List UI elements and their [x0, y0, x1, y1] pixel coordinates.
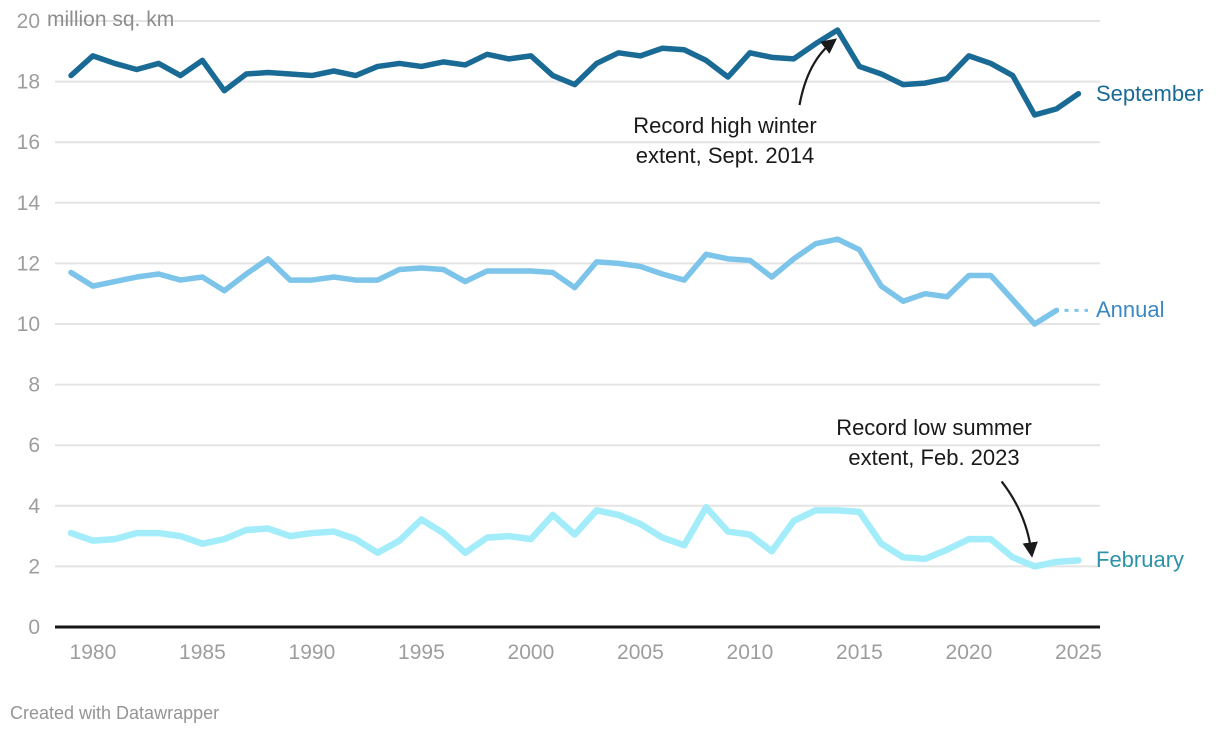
y-tick-label: 16 — [17, 131, 40, 154]
series-line-annual — [68, 236, 1060, 327]
annotation-record-low-summer: Record low summer extent, Feb. 2023 — [774, 413, 1094, 473]
x-tick-label: 2000 — [508, 641, 555, 664]
x-tick-label: 1980 — [70, 641, 117, 664]
annotation-text-line: Record high winter — [633, 113, 817, 138]
series-label-february: February — [1096, 547, 1185, 573]
y-tick-label: 8 — [28, 374, 40, 397]
y-tick-label: 20 — [17, 10, 40, 33]
y-tick-label: 2 — [28, 555, 40, 578]
annotation-text-line: extent, Feb. 2023 — [848, 445, 1020, 470]
y-tick-label: 18 — [17, 71, 40, 94]
series-label-annual: Annual — [1096, 297, 1165, 323]
series-label-september: September — [1096, 80, 1204, 106]
datawrapper-credit-link[interactable]: Created with Datawrapper — [10, 703, 220, 723]
y-tick-label: 6 — [28, 434, 40, 457]
annotation-record-high-winter: Record high winter extent, Sept. 2014 — [565, 111, 885, 171]
series-line-february — [67, 504, 1082, 570]
x-tick-label: 2010 — [727, 641, 774, 664]
annotation-arrow — [798, 38, 837, 106]
annotation-text-line: Record low summer — [836, 415, 1032, 440]
x-tick-label: 2025 — [1055, 641, 1102, 664]
x-tick-label: 1985 — [179, 641, 226, 664]
x-tick-label: 1995 — [398, 641, 445, 664]
y-tick-label: 12 — [17, 252, 40, 275]
series-line-september — [68, 27, 1082, 118]
x-tick-label: 2020 — [946, 641, 993, 664]
y-tick-label: 14 — [17, 192, 41, 215]
y-tick-label: 10 — [17, 313, 40, 336]
y-tick-label: 0 — [28, 616, 40, 639]
annotation-arrow — [1000, 480, 1038, 558]
x-tick-label: 2015 — [836, 641, 883, 664]
x-tick-label: 1990 — [289, 641, 336, 664]
y-tick-label: 4 — [28, 495, 40, 518]
y-axis-unit-label: million sq. km — [47, 8, 175, 31]
annotation-text-line: extent, Sept. 2014 — [635, 143, 815, 168]
x-tick-label: 2005 — [617, 641, 664, 664]
